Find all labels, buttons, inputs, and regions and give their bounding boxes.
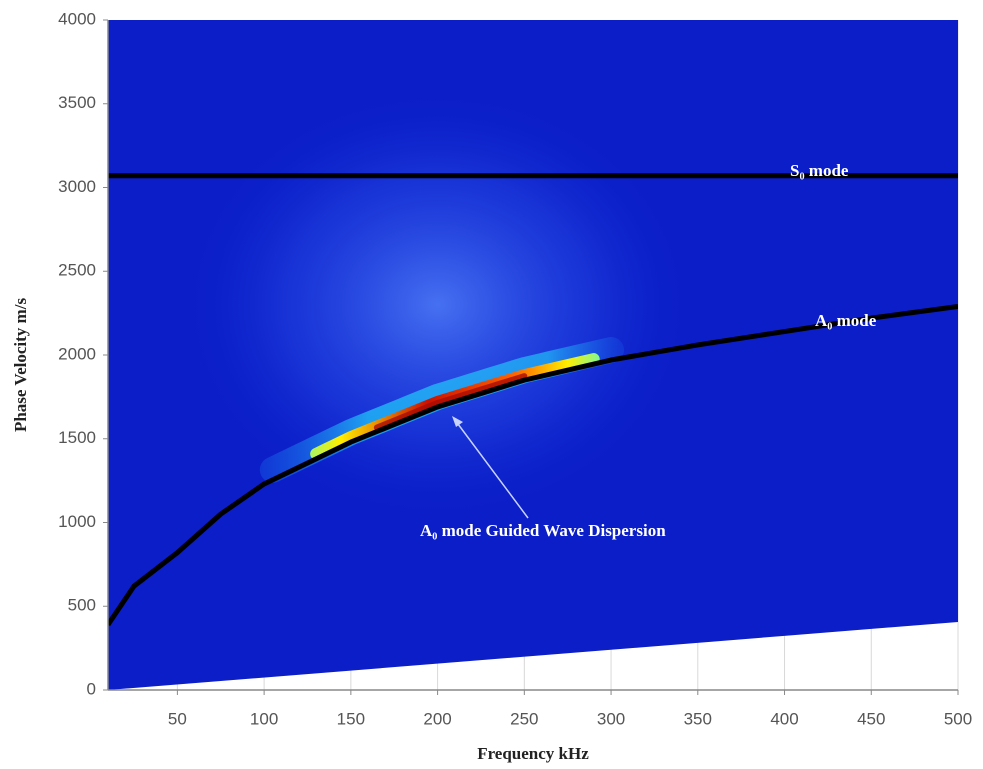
y-axis-title: Phase Velocity m/s xyxy=(11,298,30,432)
x-tick-label: 50 xyxy=(168,709,187,728)
arrow-head xyxy=(452,416,463,427)
x-tick-label: 400 xyxy=(770,709,798,728)
axes: 50 100 150 200 250 300 350 400 450 500 0 500 1000 150… xyxy=(58,9,972,728)
x-tick-label: 150 xyxy=(337,709,365,728)
x-tick-label: 350 xyxy=(684,709,712,728)
x-tick-label: 300 xyxy=(597,709,625,728)
series-line xyxy=(108,303,958,627)
energy-halo xyxy=(177,84,698,525)
y-tick-label: 1000 xyxy=(58,512,96,531)
x-tick-label: 250 xyxy=(510,709,538,728)
y-tick-label: 2500 xyxy=(58,261,96,280)
series-label: S₀ mode xyxy=(790,161,849,180)
y-tick-label: 0 xyxy=(87,679,96,698)
plot-area xyxy=(108,20,958,690)
x-tick-label: 450 xyxy=(857,709,885,728)
annotation-arrow xyxy=(454,419,529,519)
y-tick-label: 4000 xyxy=(58,9,96,28)
y-tick-label: 3500 xyxy=(58,93,96,112)
x-axis-title: Frequency kHz xyxy=(477,744,589,763)
x-tick-label: 100 xyxy=(250,709,278,728)
energy-band xyxy=(373,373,528,431)
annotation: A₀ mode Guided Wave Dispersion xyxy=(420,521,666,540)
x-tick-label: 200 xyxy=(423,709,451,728)
y-tick-label: 500 xyxy=(68,596,96,615)
y-tick-label: 3000 xyxy=(58,177,96,196)
x-tick-label: 500 xyxy=(944,709,972,728)
series-label: A₀ mode xyxy=(815,311,877,330)
y-tick-label: 2000 xyxy=(58,344,96,363)
y-tick-label: 1500 xyxy=(58,428,96,447)
